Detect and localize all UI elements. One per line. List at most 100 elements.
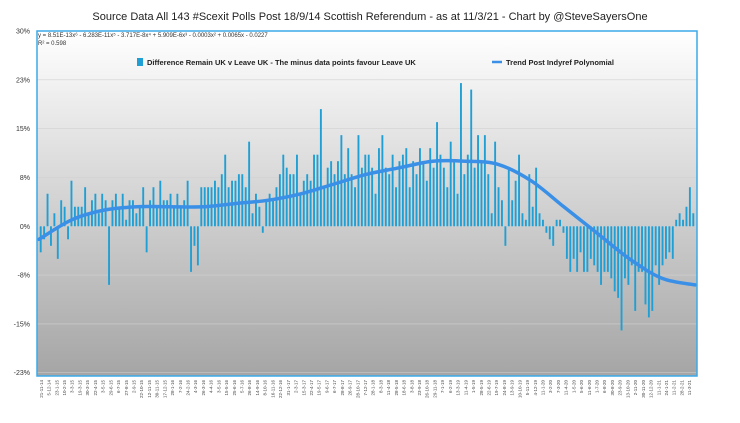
- data-bar: [162, 200, 165, 227]
- x-tick-label: 16-11-16: [270, 380, 275, 398]
- data-bar: [483, 135, 486, 227]
- trend-equation: y = 8.51E-13x⁶ - 6.283E-11x⁵ - 3.717E-8x…: [38, 32, 268, 39]
- data-bar: [155, 206, 158, 227]
- x-tick-label: 11-2-21: [672, 380, 677, 396]
- data-bar: [190, 226, 192, 272]
- x-tick-label: 1-7-20: [595, 380, 600, 394]
- x-tick-label: 2-9-15: [132, 380, 137, 394]
- data-bar: [501, 200, 503, 227]
- x-tick-label: 15-3-17: [301, 380, 306, 396]
- x-tick-label: 29-11-18: [433, 380, 438, 398]
- data-bar: [108, 226, 110, 285]
- x-tick-label: 3-3-15: [70, 380, 75, 394]
- data-bar: [296, 154, 298, 227]
- data-bar: [439, 154, 442, 227]
- x-tick-label: 22-4-15: [93, 380, 98, 396]
- x-tick-label: 27-8-15: [124, 380, 129, 396]
- data-bar: [555, 219, 558, 227]
- data-bar: [665, 226, 667, 259]
- data-bar: [364, 154, 367, 227]
- x-tick-label: 11-4-18: [386, 380, 391, 396]
- data-bar: [87, 213, 90, 227]
- data-bar: [425, 180, 428, 227]
- x-tick-label: 14-9-16: [255, 380, 260, 396]
- data-bar: [43, 226, 46, 240]
- data-bar: [347, 148, 350, 227]
- data-bar: [480, 161, 483, 227]
- data-bar: [193, 226, 196, 246]
- data-bar: [644, 226, 647, 305]
- x-tick-label: 30-11-15: [155, 380, 160, 398]
- data-bar: [408, 187, 411, 227]
- x-tick-label: 30-8-20: [610, 380, 615, 396]
- data-bar: [244, 187, 247, 227]
- x-tick-label: 11-1-21: [656, 380, 661, 396]
- x-tick-label: 4-3-16: [193, 380, 198, 394]
- data-bar: [545, 226, 548, 233]
- data-bar: [227, 187, 230, 227]
- data-bar: [183, 200, 186, 227]
- data-bar: [272, 200, 274, 227]
- data-bar: [374, 193, 377, 227]
- data-bar: [97, 213, 100, 227]
- data-bar: [354, 187, 356, 227]
- data-bar: [487, 174, 490, 227]
- data-bar: [477, 135, 479, 227]
- x-tick-label: 30-11-20: [641, 380, 646, 398]
- data-bar: [576, 226, 579, 272]
- data-bar: [169, 193, 172, 227]
- data-bar: [569, 226, 572, 272]
- data-bar: [53, 213, 56, 227]
- x-tick-label: 7-12-17: [363, 380, 368, 396]
- data-bar: [586, 226, 589, 272]
- data-bar: [306, 174, 309, 227]
- data-bar: [111, 200, 114, 227]
- data-bar: [67, 226, 69, 240]
- y-tick-label: -8%: [18, 273, 30, 280]
- data-bar: [50, 226, 52, 246]
- x-tick-label: 6-8-20: [602, 380, 607, 394]
- x-tick-label: 23-9-20: [618, 380, 623, 396]
- data-bar: [186, 180, 189, 227]
- x-tick-label: 26-9-17: [348, 380, 353, 396]
- x-axis-labels: 21-11-14 5-12-14 23-1-15 10-2-15 3-3-15 19-3-…: [39, 380, 692, 399]
- data-bar: [145, 226, 148, 253]
- x-tick-label: 22-12-16: [278, 380, 283, 399]
- x-tick-label: 6-7-15: [116, 380, 121, 394]
- data-bar: [518, 154, 520, 227]
- x-tick-label: 15-5-16: [224, 380, 229, 396]
- y-tick-label: 0%: [20, 224, 30, 231]
- data-bar: [391, 154, 394, 227]
- data-bar: [415, 174, 418, 227]
- x-tick-label: 2-11-20: [633, 380, 638, 396]
- data-bar: [535, 167, 538, 227]
- data-bar: [630, 226, 633, 266]
- data-bar: [651, 226, 654, 311]
- x-tick-label: 22-10-15: [139, 380, 144, 399]
- data-bar: [600, 226, 602, 285]
- data-bar: [637, 226, 640, 272]
- x-tick-label: 24-1-21: [664, 380, 669, 396]
- x-tick-label: 28-8-17: [340, 380, 345, 396]
- x-tick-label: 28-5-19: [479, 380, 484, 396]
- data-bar: [688, 187, 691, 227]
- data-bar: [371, 167, 374, 227]
- x-tick-label: 28-5-18: [394, 380, 399, 396]
- data-bar: [538, 213, 541, 227]
- data-bar: [405, 148, 408, 227]
- data-bar: [473, 167, 476, 227]
- data-bar: [596, 226, 599, 272]
- data-bar: [360, 167, 363, 227]
- x-tick-label: 7-3-20: [556, 380, 561, 394]
- data-bar: [265, 200, 268, 227]
- data-bar: [542, 219, 544, 227]
- data-bar: [460, 83, 462, 227]
- data-bar: [654, 226, 657, 266]
- data-bar: [132, 200, 134, 227]
- data-bar: [692, 213, 695, 227]
- data-bar: [685, 206, 688, 227]
- data-bar: [220, 174, 223, 227]
- data-bar: [497, 187, 500, 227]
- data-bar: [125, 219, 128, 227]
- r-squared: R² = 0.598: [38, 41, 67, 47]
